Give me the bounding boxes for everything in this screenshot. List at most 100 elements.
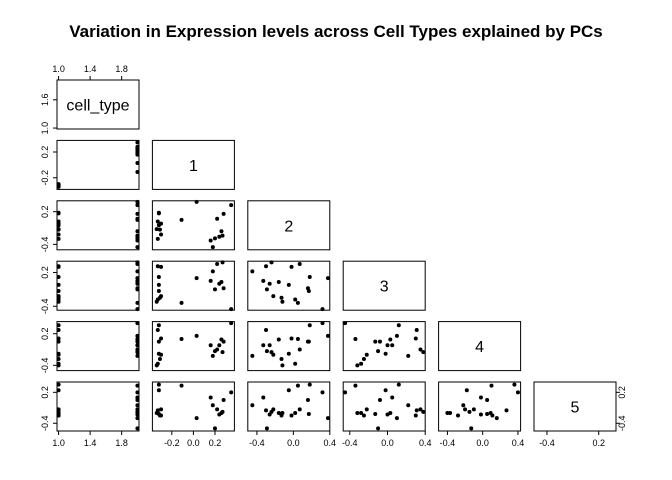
point-5-vs-cell_type-7 [56, 407, 61, 412]
point-5-vs-1-18 [229, 390, 234, 395]
point-5-vs-1-15 [179, 383, 184, 388]
point-5-vs-2-16 [325, 416, 330, 421]
x-tick-label-3-1: 0.0 [381, 438, 394, 448]
point-3-vs-cell_type-13 [135, 278, 140, 283]
point-5-vs-1-19 [217, 412, 222, 417]
point-3-vs-1-7 [159, 294, 164, 299]
point-3-vs-2-17 [297, 262, 302, 267]
point-5-vs-4-2 [448, 410, 453, 415]
point-4-vs-3-5 [361, 357, 366, 362]
point-4-vs-1-7 [159, 352, 164, 357]
point-4-vs-cell_type-16 [135, 333, 140, 338]
panel-2-vs-2 [247, 200, 331, 251]
point-5-vs-cell_type-18 [135, 390, 140, 395]
point-5-vs-cell_type-8 [56, 382, 61, 387]
diagonal-label-3: 3 [380, 279, 389, 296]
point-3-vs-1-14 [212, 287, 217, 292]
x-tick-label-1-0: -0.2 [164, 438, 180, 448]
point-4-vs-3-7 [364, 352, 369, 357]
point-5-vs-3-8 [396, 382, 401, 387]
point-4-vs-1-17 [215, 347, 220, 352]
point-3-vs-2-7 [271, 294, 276, 299]
x-tick-label-5-0: -0.4 [539, 438, 555, 448]
diagonal-label-cell_type: cell_type [66, 98, 129, 115]
point-5-vs-2-11 [305, 398, 310, 403]
point-4-vs-3-9 [421, 350, 426, 355]
point-5-vs-2-13 [261, 395, 266, 400]
x-tick-label-2-1: 0.0 [287, 438, 300, 448]
point-4-vs-2-19 [267, 343, 272, 348]
point-5-vs-1-12 [210, 403, 215, 408]
point-3-vs-2-8 [307, 274, 312, 279]
point-4-vs-3-0 [355, 363, 360, 368]
point-3-vs-2-14 [264, 287, 269, 292]
point-5-vs-3-9 [421, 409, 426, 414]
panel-5-vs-3 [342, 381, 426, 432]
point-1-vs-cell_type-15 [135, 169, 140, 174]
point-5-vs-1-17 [215, 407, 220, 412]
point-5-vs-4-9 [467, 409, 472, 414]
point-5-vs-3-1 [414, 408, 419, 413]
point-3-vs-2-15 [295, 300, 300, 305]
point-3-vs-1-17 [215, 262, 220, 267]
point-2-vs-1-9 [220, 233, 225, 238]
point-5-vs-3-7 [364, 407, 369, 412]
point-5-vs-cell_type-12 [135, 403, 140, 408]
point-5-vs-2-2 [293, 410, 298, 415]
point-5-vs-2-1 [264, 408, 269, 413]
point-2-vs-cell_type-18 [135, 203, 140, 208]
point-3-vs-1-9 [220, 260, 225, 265]
panel-3-vs-2 [247, 260, 331, 311]
point-2-vs-cell_type-5 [56, 227, 61, 232]
x-tick-label-cell_type-1: 1.4 [84, 64, 97, 74]
point-4-vs-1-15 [179, 336, 184, 341]
point-4-vs-3-13 [390, 343, 395, 348]
panels-layer: cell_type 1 2 3 4 5 [56, 79, 617, 432]
point-5-vs-4-11 [485, 398, 490, 403]
point-4-vs-2-5 [279, 357, 284, 362]
point-5-vs-2-5 [279, 413, 284, 418]
panel-3-vs-cell_type [56, 260, 140, 311]
point-4-vs-3-3 [373, 339, 378, 344]
point-4-vs-1-19 [217, 343, 222, 348]
point-5-vs-3-18 [343, 390, 348, 395]
panel-2-vs-1 [151, 200, 235, 251]
panel-3-vs-1 [151, 260, 235, 311]
point-4-vs-2-18 [320, 321, 325, 326]
point-4-vs-3-18 [343, 321, 348, 326]
point-4-vs-2-11 [305, 339, 310, 344]
panel-4-vs-4 [438, 321, 522, 372]
point-2-vs-1-8 [156, 210, 161, 215]
point-2-vs-cell_type-16 [135, 199, 140, 204]
point-4-vs-1-6 [159, 336, 164, 341]
y-tick-label-1-0: -0.2 [40, 170, 50, 186]
y-tick-label-cell_type-1: 1.6 [40, 94, 50, 107]
point-1-vs-cell_type-18 [135, 140, 140, 145]
point-4-vs-1-18 [229, 321, 234, 326]
y-tick-label-5-1: 0.2 [617, 386, 627, 399]
point-2-vs-1-2 [155, 219, 160, 224]
point-2-vs-1-0 [154, 227, 159, 232]
point-4-vs-3-10 [388, 337, 393, 342]
point-4-vs-1-8 [156, 323, 161, 328]
point-5-vs-4-12 [461, 403, 466, 408]
point-5-vs-3-0 [355, 410, 360, 415]
point-4-vs-cell_type-12 [135, 353, 140, 358]
y-tick-label-cell_type-0: 1.0 [40, 122, 50, 135]
point-5-vs-1-8 [156, 382, 161, 387]
point-3-vs-cell_type-3 [56, 289, 61, 294]
point-5-vs-2-17 [297, 407, 302, 412]
point-2-vs-1-5 [157, 227, 162, 232]
point-4-vs-2-4 [286, 351, 291, 356]
point-3-vs-cell_type-16 [135, 276, 140, 281]
point-3-vs-2-0 [280, 299, 285, 304]
panel-4-vs-2 [247, 321, 331, 372]
panel-5-vs-5 [533, 381, 617, 432]
point-2-vs-cell_type-1 [56, 236, 61, 241]
x-tick-label-cell_type-0: 1.0 [52, 64, 65, 74]
x-tick-label-2-2: 0.4 [324, 438, 337, 448]
panel-4-vs-cell_type [56, 321, 140, 372]
point-4-vs-2-6 [289, 336, 294, 341]
point-2-vs-1-10 [219, 229, 224, 234]
y-tick-label-3-0: -0.4 [40, 298, 50, 314]
